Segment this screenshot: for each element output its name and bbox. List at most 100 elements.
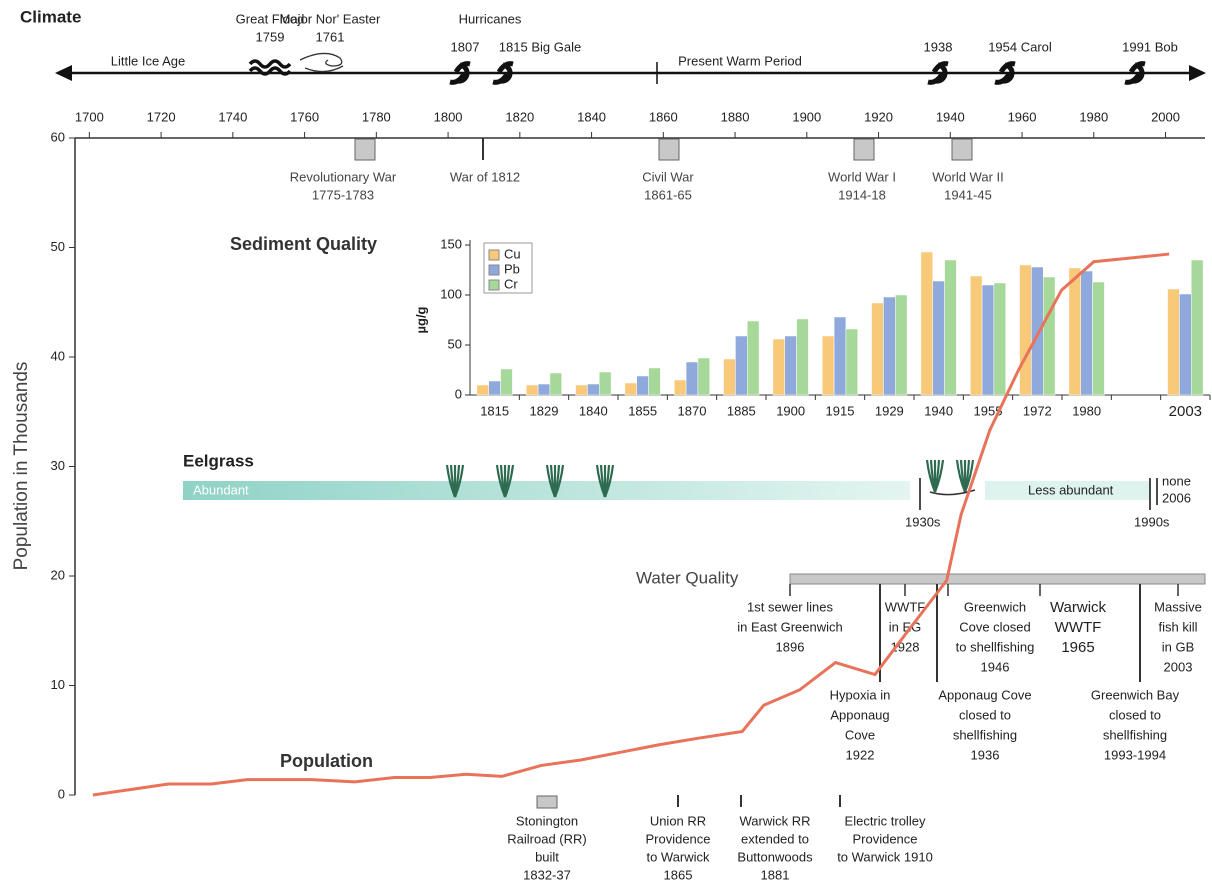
- history-event: Providence: [852, 831, 917, 846]
- wq-event: 2003: [1164, 659, 1193, 674]
- bar: [1179, 293, 1192, 396]
- history-event: 1775-1783: [312, 187, 374, 202]
- bar: [537, 383, 551, 396]
- history-event: Union RR: [650, 813, 706, 828]
- wq-event: Greenwich: [964, 599, 1026, 614]
- history-event: World War I: [828, 169, 896, 184]
- period-label: Present Warm Period: [678, 53, 802, 68]
- inset-y-tick-label: 50: [448, 336, 462, 351]
- inset-x-tick-label: 1829: [530, 403, 559, 418]
- inset-x-tick-label: 1840: [579, 403, 608, 418]
- bar: [685, 361, 699, 396]
- wq-event: Warwick: [1050, 599, 1107, 616]
- event-box: [658, 138, 680, 161]
- noreaster-icon: [299, 52, 344, 73]
- eelgrass-band: [183, 481, 910, 500]
- bar: [648, 367, 661, 396]
- eelgrass-label: Less abundant: [1028, 482, 1114, 497]
- y-tick-label: 60: [51, 129, 65, 144]
- wq-event: Apponaug Cove: [938, 687, 1031, 702]
- wq-event: shellfishing: [953, 727, 1017, 742]
- hurricane-icon: [449, 61, 471, 85]
- history-event: 1832-37: [523, 867, 571, 882]
- bar: [1068, 267, 1081, 396]
- x-tick-label: 1960: [1008, 109, 1037, 124]
- climate-title: Climate: [20, 7, 81, 26]
- y-tick-label: 40: [51, 348, 65, 363]
- bar: [735, 335, 748, 396]
- climate-event: 1938: [924, 39, 953, 54]
- wq-event: Greenwich Bay: [1091, 687, 1180, 702]
- wq-event: to shellfishing: [956, 639, 1035, 654]
- x-tick-label: 1780: [362, 109, 391, 124]
- wq-event: 1965: [1061, 639, 1094, 656]
- history-event: Warwick RR: [739, 813, 810, 828]
- history-event: War of 1812: [450, 169, 520, 184]
- bar: [845, 328, 859, 396]
- x-tick-label: 1980: [1079, 109, 1108, 124]
- eelgrass-root: [929, 489, 976, 496]
- hurricane-icon: [927, 61, 949, 85]
- eelgrass-icon: [963, 459, 975, 493]
- event-box: [354, 138, 376, 161]
- history-event: Electric trolley: [845, 813, 926, 828]
- history-event: to Warwick: [646, 849, 710, 864]
- population-title: Population: [280, 751, 373, 771]
- history-event: to Warwick 1910: [837, 849, 933, 864]
- water-quality-title: Water Quality: [636, 568, 739, 587]
- bar: [525, 384, 539, 396]
- bar: [1031, 266, 1044, 396]
- bar: [1092, 281, 1105, 396]
- history-event: 1861-65: [644, 187, 692, 202]
- y-axis-title: Population in Thousands: [11, 362, 32, 571]
- x-tick-label: 1920: [864, 109, 893, 124]
- inset-y-title: µg/g: [413, 306, 428, 333]
- bar: [784, 335, 797, 396]
- x-tick-label: 1860: [649, 109, 678, 124]
- wq-event: in GB: [1162, 639, 1195, 654]
- bar: [883, 296, 896, 396]
- x-tick-label: 1760: [290, 109, 319, 124]
- wq-event: Apponaug: [830, 707, 889, 722]
- x-tick-label: 2000: [1151, 109, 1180, 124]
- event-box: [853, 138, 875, 161]
- inset-x-tick-label: 1815: [480, 403, 509, 418]
- bar: [1019, 264, 1032, 396]
- wq-event: WWTF: [885, 599, 925, 614]
- history-event: 1865: [664, 867, 693, 882]
- inset-y-tick-label: 150: [440, 236, 462, 251]
- water-quality-bar: [789, 573, 1206, 585]
- eelgrass-icon: [453, 464, 465, 498]
- wq-event: Massive: [1154, 599, 1202, 614]
- bar: [747, 320, 760, 396]
- history-event: Buttonwoods: [737, 849, 813, 864]
- eelgrass-icon: [503, 464, 515, 498]
- legend-label: Cr: [504, 276, 518, 291]
- history-event: World War II: [932, 169, 1004, 184]
- inset-x-tick-label: 1855: [628, 403, 657, 418]
- inset-x-tick-label: 1980: [1072, 403, 1101, 418]
- wq-event: Hypoxia in: [830, 687, 891, 702]
- climate-event: 1807: [451, 39, 480, 54]
- history-event: extended to: [741, 831, 809, 846]
- eelgrass-icon: [603, 464, 615, 498]
- bar: [697, 357, 711, 396]
- eelgrass-mark: 1990s: [1134, 514, 1170, 529]
- y-tick-label: 20: [51, 567, 65, 582]
- history-event: 1914-18: [838, 187, 886, 202]
- inset-x-tick-label: 1900: [776, 403, 805, 418]
- bar: [944, 259, 957, 396]
- legend-label: Cu: [504, 246, 521, 261]
- bar: [599, 371, 612, 396]
- wq-event: fish kill: [1158, 619, 1197, 634]
- bar: [920, 251, 933, 396]
- wq-event: in East Greenwich: [737, 619, 843, 634]
- climate-event: 1761: [316, 29, 345, 44]
- eelgrass-mark: 1930s: [905, 514, 941, 529]
- x-tick-label: 1740: [218, 109, 247, 124]
- bar: [1043, 276, 1056, 396]
- history-event: Stonington: [516, 813, 578, 828]
- eelgrass-none: 2006: [1162, 490, 1191, 505]
- eelgrass-none: none: [1162, 473, 1191, 488]
